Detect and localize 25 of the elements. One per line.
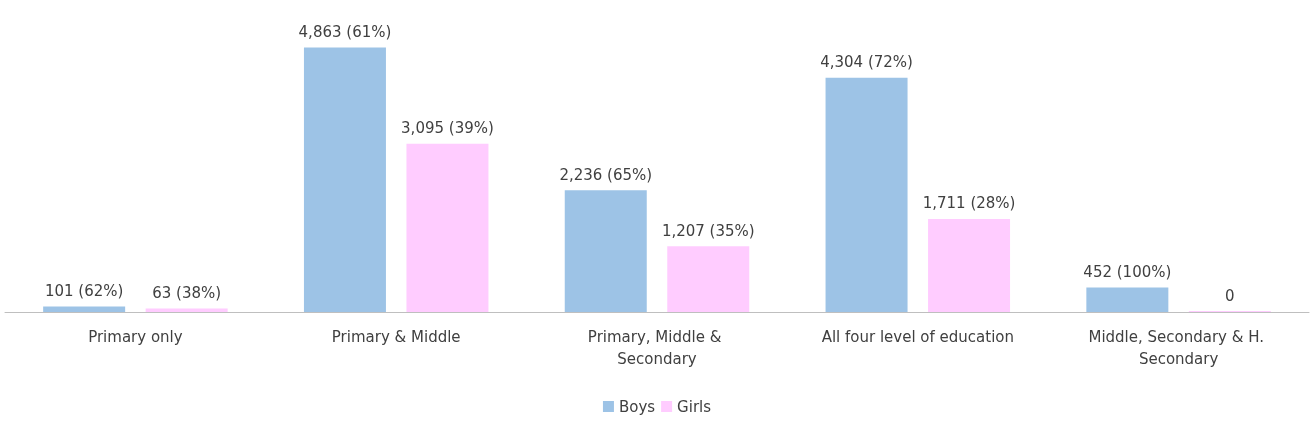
bar [1086,287,1169,312]
data-label: 0 [1225,286,1235,305]
legend-label: Girls [677,397,712,416]
bar [406,143,489,312]
data-label: 101 (62%) [44,282,124,301]
x-tick-label: All four level of education [821,328,1014,346]
data-label: 3,095 (39%) [401,119,494,138]
data-label: 4,304 (72%) [820,53,913,72]
bar [667,246,750,312]
x-tick-label: Middle, Secondary & H. Secondary [1088,328,1269,368]
data-label: 452 (100%) [1083,262,1172,281]
data-label: 1,207 (35%) [661,221,755,240]
data-label: 4,863 (61%) [298,22,392,41]
bar [564,190,647,312]
bar [303,47,386,312]
bar [825,77,908,312]
legend-label: Boys [618,397,656,416]
data-label: 63 (38%) [152,284,222,303]
data-label: 2,236 (65%) [559,165,653,184]
x-tick-label: Primary only [88,328,183,346]
bar [43,306,126,312]
x-tick-label: Primary, Middle & Secondary [587,328,727,368]
data-label: 1,711 (28%) [922,194,1016,213]
bar [928,218,1011,312]
x-tick-label: Primary & Middle [331,328,461,346]
